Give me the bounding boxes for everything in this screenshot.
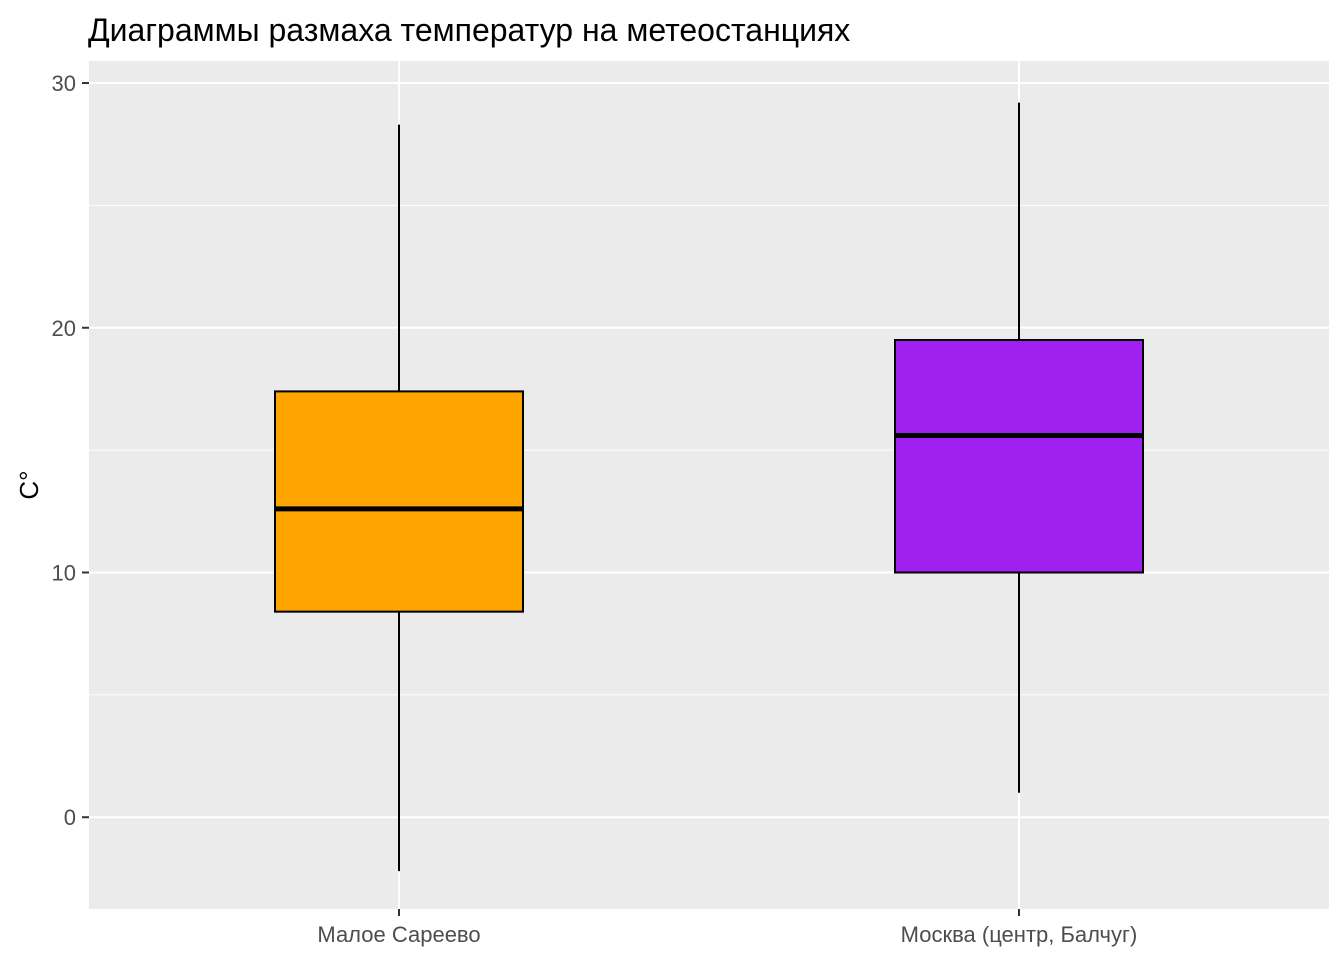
box-body <box>274 390 524 613</box>
x-tick-label: Москва (центр, Балчуг) <box>901 922 1138 947</box>
axes: 0 10 20 30 Малое Сареево Москва (центр, Балчу… <box>52 71 1138 947</box>
y-tick-label: 30 <box>52 71 76 96</box>
y-tick-label: 0 <box>64 805 76 830</box>
box-group <box>274 124 524 872</box>
boxes <box>274 102 1144 872</box>
y-axis-label: C° <box>14 470 44 499</box>
chart-title: Диаграммы размаха температур на метеоста… <box>88 12 850 48</box>
x-tick-label: Малое Сареево <box>317 922 480 947</box>
box-body <box>894 338 1144 574</box>
y-tick-label: 20 <box>52 316 76 341</box>
y-tick-label: 10 <box>52 560 76 585</box>
box-group <box>894 102 1144 793</box>
